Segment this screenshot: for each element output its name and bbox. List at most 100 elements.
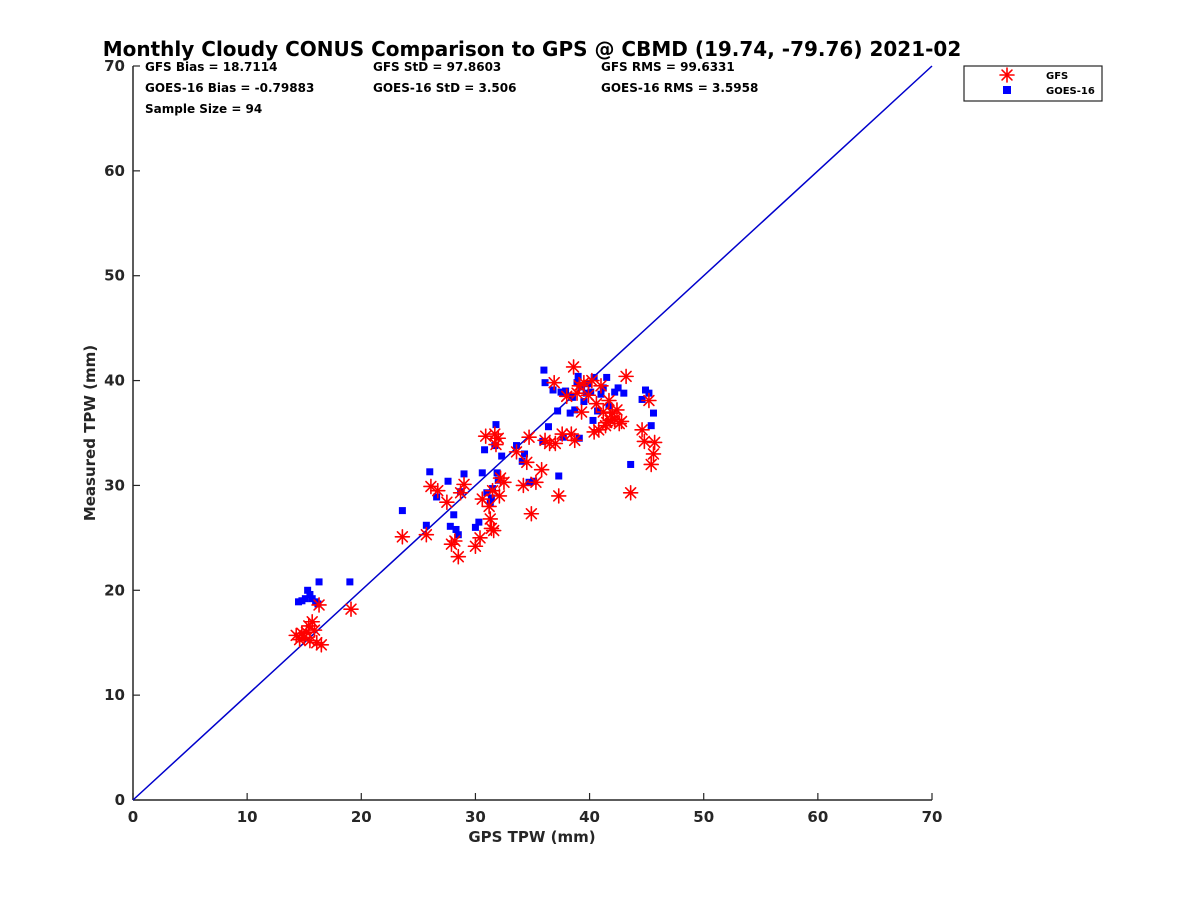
legend-box	[963, 65, 1103, 102]
gfs-point	[593, 378, 609, 394]
goes-16-point	[452, 525, 460, 533]
gfs-point	[533, 461, 550, 478]
goes-16-point	[649, 409, 657, 417]
gfs-std-stat: GFS StD = 97.8603	[373, 60, 501, 74]
gfs-point	[643, 456, 660, 473]
gfs-point	[467, 538, 484, 555]
gfs-point	[313, 637, 330, 653]
goes-bias-stat: GOES-16 Bias = -0.79883	[145, 81, 314, 95]
goes-16-point	[627, 460, 635, 468]
x-tick-label: 10	[237, 808, 258, 826]
goes-16-point	[518, 457, 526, 465]
goes-16-point	[446, 522, 454, 530]
gfs-point	[566, 432, 583, 449]
gfs-point	[429, 482, 446, 499]
stats-annotations: GFS Bias = 18.7114 GOES-16 Bias = -0.798…	[145, 60, 758, 116]
goes-16-point	[555, 472, 563, 480]
gfs-point	[515, 477, 532, 494]
goes-16-point	[541, 379, 549, 387]
goes-16-point	[306, 590, 314, 598]
goes-16-point	[301, 595, 309, 603]
y-ticks: 0 10 20 30 40 50 60 70	[104, 57, 140, 809]
gfs-point	[613, 413, 630, 430]
y-tick-label: 60	[104, 162, 125, 180]
gfs-point	[450, 548, 467, 565]
x-tick-label: 60	[807, 808, 828, 826]
gfs-point	[472, 530, 488, 546]
gfs-point	[482, 511, 499, 527]
goes-16-point	[304, 586, 312, 594]
y-tick-label: 30	[104, 476, 125, 494]
gfs-point	[622, 484, 639, 501]
gfs-point	[518, 454, 535, 471]
goes-16-point	[426, 468, 434, 476]
gfs-point	[636, 433, 653, 450]
gfs-point	[573, 404, 590, 420]
y-tick-label: 40	[104, 372, 125, 390]
gfs-point	[588, 395, 605, 412]
goes-16-point	[603, 373, 611, 381]
gfs-point	[302, 632, 318, 649]
goes-16-point	[540, 366, 548, 374]
x-tick-label: 30	[465, 808, 486, 826]
gfs-point	[618, 368, 634, 385]
y-tick-label: 10	[104, 686, 125, 704]
goes-16-point	[575, 434, 583, 442]
x-tick-label: 50	[693, 808, 714, 826]
sample-size-stat: Sample Size = 94	[145, 102, 262, 116]
goes-rms-stat: GOES-16 RMS = 3.5958	[601, 81, 758, 95]
goes-std-stat: GOES-16 StD = 3.506	[373, 81, 516, 95]
legend-gfs-asterisk	[999, 67, 1015, 83]
gfs-point	[418, 526, 435, 543]
legend: GFS GOES-16	[963, 65, 1103, 102]
goes-16-point	[471, 523, 479, 531]
y-tick-label: 20	[104, 581, 125, 599]
gfs-bias-stat: GFS Bias = 18.7114	[145, 60, 277, 74]
goes-16-point	[580, 398, 588, 406]
x-tick-label: 70	[922, 808, 943, 826]
goes-16-point	[521, 450, 529, 458]
goes-16-point	[638, 395, 646, 403]
goes-16-point	[562, 387, 570, 395]
legend-gfs-label: GFS	[1046, 71, 1068, 82]
goes-16-point	[557, 388, 565, 396]
goes-16-point	[544, 423, 552, 431]
legend-goes-16-label: GOES-16	[1046, 86, 1095, 97]
gfs-point	[565, 359, 582, 375]
gfs-point	[477, 428, 494, 444]
gfs-point	[547, 435, 564, 452]
gfs-point	[343, 601, 359, 617]
goes-16-point	[611, 388, 619, 396]
gfs-rms-stat: GFS RMS = 99.6331	[601, 60, 735, 74]
series-gfs	[288, 359, 663, 653]
goes-16-point	[549, 386, 557, 394]
gfs-point	[537, 432, 553, 449]
gfs-point	[528, 474, 544, 491]
gfs-point	[546, 374, 562, 391]
goes-16-point	[578, 383, 586, 391]
goes-16-point	[530, 477, 538, 485]
y-axis-label: Measured TPW (mm)	[81, 345, 99, 521]
gfs-point	[496, 474, 512, 491]
gfs-point	[634, 422, 650, 438]
goes-16-point	[486, 499, 494, 507]
goes-16-point	[492, 421, 500, 429]
gfs-point	[485, 522, 502, 539]
goes-16-point	[620, 389, 628, 397]
goes-16-point	[433, 493, 441, 501]
goes-16-point	[444, 477, 452, 485]
gfs-point	[521, 429, 537, 445]
gfs-point	[456, 476, 472, 493]
goes-16-point	[498, 452, 506, 460]
legend-goes-16-marker	[1003, 86, 1011, 94]
axes: 0 10 20 30 40 50 60 70 0 10 20 30 40 50 60 70	[104, 57, 942, 826]
goes-16-point	[398, 507, 406, 515]
gfs-point	[646, 434, 663, 451]
goes-16-point	[483, 489, 491, 497]
gfs-point	[306, 622, 323, 638]
goes-16-point	[597, 390, 605, 398]
gfs-point	[481, 498, 497, 515]
goes-16-point	[460, 470, 468, 478]
goes-16-point	[571, 406, 579, 414]
gfs-point	[491, 488, 508, 504]
